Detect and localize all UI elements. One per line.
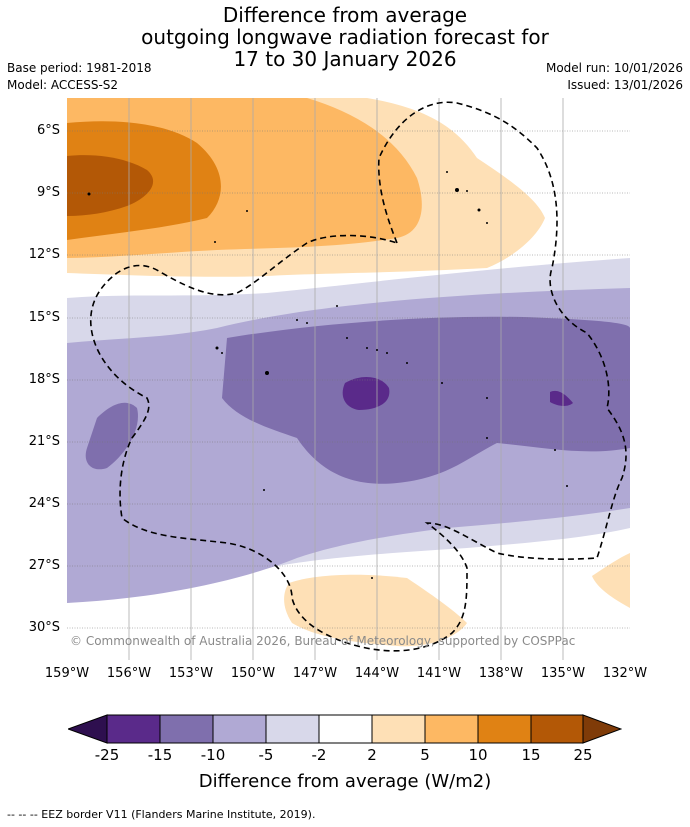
lon-label: 135°W	[540, 666, 586, 681]
base-period: Base period: 1981-2018	[7, 61, 152, 75]
lat-label: 15°S	[28, 310, 60, 325]
colorbar-swatch	[106, 714, 161, 744]
colorbar-under	[68, 714, 108, 744]
colorbar-tick: -10	[200, 746, 226, 764]
colorbar-swatch	[265, 714, 320, 744]
colorbar-swatch	[477, 714, 532, 744]
lat-label: 21°S	[28, 434, 60, 449]
lon-label: 132°W	[602, 666, 648, 681]
negative-10-15-region-west	[85, 402, 138, 470]
colorbar-tick: 5	[420, 746, 430, 764]
lat-label: 6°S	[36, 123, 60, 138]
meridians	[128, 98, 564, 660]
colorbar-title: Difference from average (W/m2)	[198, 771, 492, 792]
colorbar-swatch	[530, 714, 584, 744]
colorbar-swatch	[212, 714, 267, 744]
lat-label: 27°S	[28, 558, 60, 573]
lon-label: 144°W	[354, 666, 400, 681]
colorbar-swatch	[159, 714, 214, 744]
colorbar-tick: -2	[311, 746, 327, 764]
lon-label: 147°W	[292, 666, 338, 681]
lat-label: 24°S	[28, 496, 60, 511]
colorbar-tick: 10	[468, 746, 488, 764]
positive-2-5-region-south	[284, 574, 467, 647]
lon-label: 153°W	[168, 666, 214, 681]
title-line-1: Difference from average	[222, 3, 468, 27]
colorbar-over	[582, 714, 622, 744]
lon-label: 141°W	[416, 666, 462, 681]
lat-label: 30°S	[28, 620, 60, 635]
colorbar-swatch	[371, 714, 426, 744]
eez-border	[90, 101, 627, 652]
copyright-text: © Commonwealth of Australia 2026, Bureau…	[70, 634, 576, 648]
colorbar	[68, 714, 622, 744]
colorbar-tick: 25	[573, 746, 593, 764]
lat-label: 18°S	[28, 372, 60, 387]
colorbar-tick: 15	[521, 746, 541, 764]
lon-label: 159°W	[44, 666, 90, 681]
colorbar-tick: -15	[147, 746, 173, 764]
lat-label: 9°S	[36, 185, 60, 200]
lon-label: 150°W	[230, 666, 276, 681]
issued-date: Issued: 13/01/2026	[567, 78, 683, 92]
title-line-2: outgoing longwave radiation forecast for	[141, 25, 549, 49]
negative-15-25-region-east	[550, 390, 573, 406]
model-name: Model: ACCESS-S2	[7, 78, 119, 92]
lon-label: 156°W	[106, 666, 152, 681]
olr-map: © Commonwealth of Australia 2026, Bureau…	[67, 98, 630, 660]
positive-2-5-region-southeast	[592, 553, 630, 608]
colorbar-tick: -5	[258, 746, 274, 764]
colorbar-tick: -25	[94, 746, 120, 764]
colorbar-tick: 2	[367, 746, 377, 764]
islands	[87, 171, 568, 579]
colorbar-swatch	[318, 714, 373, 744]
eez-legend: -- -- -- EEZ border V11 (Flanders Marine…	[7, 808, 316, 821]
model-run: Model run: 10/01/2026	[545, 61, 683, 75]
title-line-3: 17 to 30 January 2026	[233, 47, 457, 71]
lon-label: 138°W	[478, 666, 524, 681]
negative-15-25-region-central	[342, 376, 390, 410]
olr-map-svg	[67, 98, 630, 660]
colorbar-swatch	[424, 714, 479, 744]
positive-15-25-region	[67, 155, 154, 216]
lat-label: 12°S	[28, 247, 60, 262]
